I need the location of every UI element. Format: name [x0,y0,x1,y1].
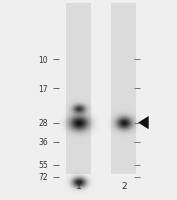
Text: 10: 10 [38,56,48,64]
Text: 28: 28 [38,119,48,127]
Text: 36: 36 [38,138,48,146]
Text: 17: 17 [38,85,48,93]
Text: 1: 1 [76,182,82,190]
Polygon shape [138,116,149,130]
Text: 72: 72 [38,173,48,181]
Text: 2: 2 [121,182,127,190]
Text: 55: 55 [38,161,48,169]
